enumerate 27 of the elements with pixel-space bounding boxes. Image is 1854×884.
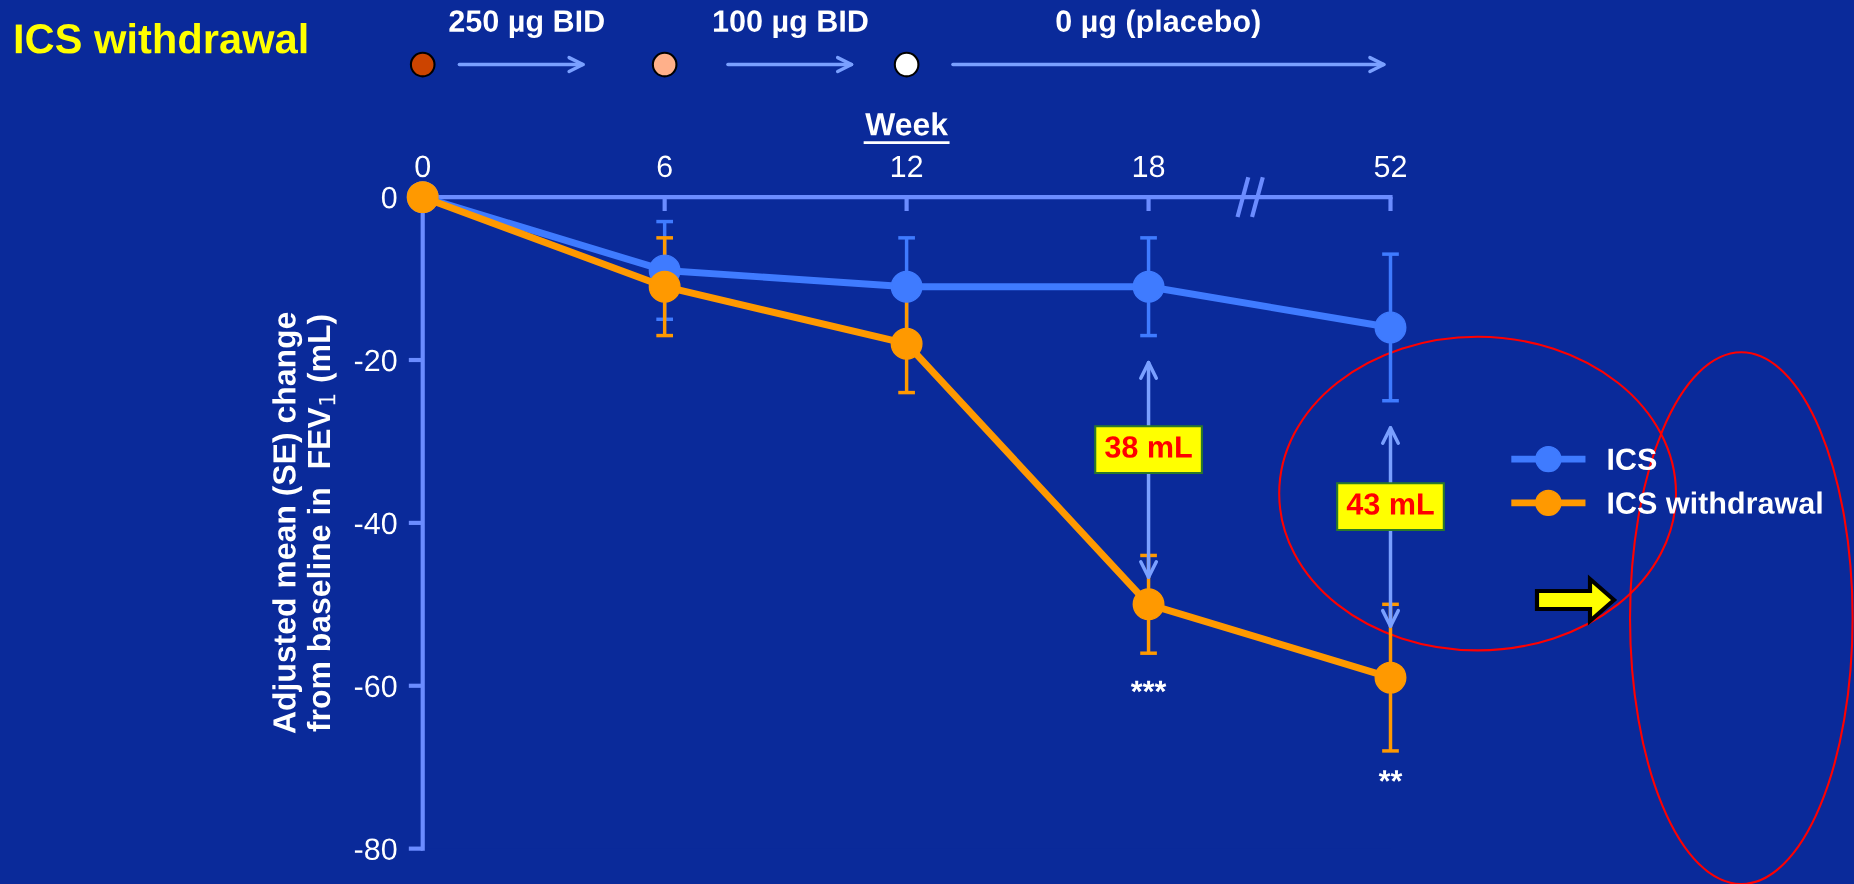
x-tick-label: 6: [657, 155, 672, 178]
y-tick-label: 0: [381, 186, 397, 209]
y-tick-label: -80: [354, 838, 397, 861]
x-axis-title: Week: [865, 112, 949, 136]
annotation: ***: [1130, 680, 1167, 693]
y-axis-title: Adjusted mean (SE) change from baseline in FEV$_{1}$ (mL): [272, 312, 337, 734]
point: [1374, 311, 1407, 344]
y-tick-label: -20: [354, 349, 397, 372]
point: [648, 270, 681, 303]
text: 250 µg BID: [449, 10, 604, 39]
text: 0 µg (placebo): [1056, 9, 1260, 39]
point: [1132, 270, 1165, 303]
annotation: 38 mL: [1105, 436, 1192, 458]
text: 100 µg BID: [713, 10, 868, 39]
point: [890, 270, 923, 303]
point: [1132, 588, 1165, 621]
chart-title: ICS withdrawal: [15, 23, 307, 54]
point: [1374, 661, 1407, 694]
x-tick-label: 0: [415, 155, 431, 178]
y-tick-label: -60: [354, 675, 397, 698]
x-tick-label: 18: [1133, 155, 1165, 178]
annotation: **: [1378, 770, 1403, 782]
annotation: 43 mL: [1346, 493, 1434, 515]
point: [890, 327, 923, 360]
y-tick-label: -40: [354, 512, 397, 535]
x-tick-label: 12: [891, 155, 923, 177]
x-tick-label: 52: [1374, 155, 1406, 178]
